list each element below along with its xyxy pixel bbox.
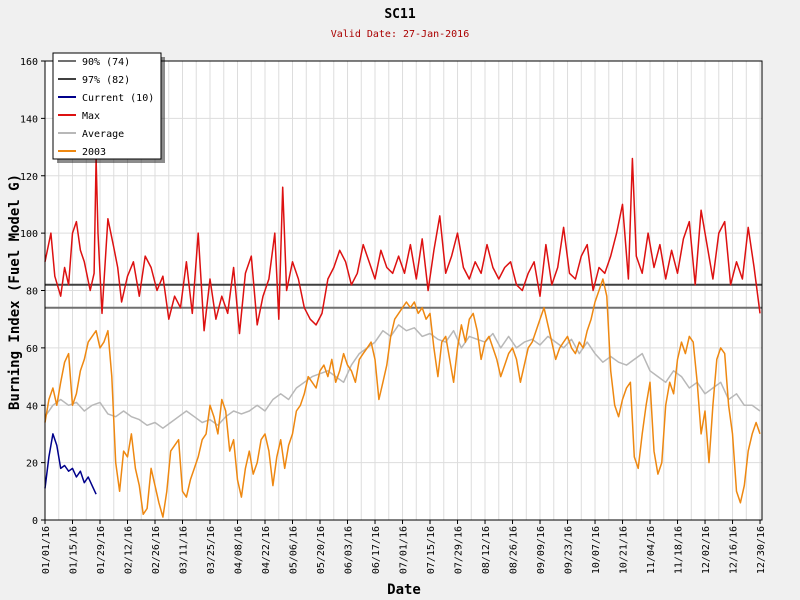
y-tick-label: 60 [26,344,38,355]
legend-items: 90% (74) 97% (82) Current (10) Max Average 20… [58,57,154,158]
chart-title: SC11 [384,7,415,22]
y-tick-label: 80 [26,287,38,298]
series-line-current-10- [44,433,97,495]
legend-label: 90% (74) [82,57,130,68]
y-tick-label: 100 [20,229,38,240]
legend-label: 2003 [82,147,106,158]
x-tick-label: 05/06/16 [289,526,300,574]
x-axis-label: Date [387,582,421,598]
legend-box [52,52,162,160]
legend-label: 97% (82) [82,75,130,86]
x-tick-label: 08/12/16 [481,526,492,574]
x-tick-label: 07/01/16 [399,526,410,574]
y-tick-label: 20 [26,459,38,470]
legend: 90% (74) 97% (82) Current (10) Max Average 20… [52,52,165,163]
x-tick-label: 04/08/16 [234,526,245,574]
x-tick-label: 08/26/16 [509,526,520,574]
x-tick-label: 04/22/16 [261,526,272,574]
x-tick-label: 05/20/16 [316,526,327,574]
x-tick-label: 09/23/16 [564,526,575,574]
x-tick-label: 03/25/16 [206,526,217,574]
x-tick-label: 06/17/16 [371,526,382,574]
legend-label: Average [82,129,124,140]
y-axis-ticks: 0 20 40 60 80 100 120 140 160 [20,57,45,527]
y-tick-label: 40 [26,401,38,412]
series-line-average [44,324,761,429]
legend-label: Max [82,111,100,122]
x-tick-label: 01/29/16 [96,526,107,574]
y-tick-label: 0 [32,516,38,527]
series-lines [44,157,761,518]
x-tick-label: 11/04/16 [646,526,657,574]
x-tick-label: 01/15/16 [69,526,80,574]
x-axis-ticks: 01/01/16 01/15/16 01/29/16 02/12/16 02/26/16… [41,520,767,574]
x-tick-label: 12/02/16 [701,526,712,574]
x-tick-label: 07/15/16 [426,526,437,574]
x-tick-label: 03/11/16 [179,526,190,574]
x-tick-label: 10/21/16 [619,526,630,574]
x-tick-label: 09/09/16 [536,526,547,574]
x-tick-label: 01/01/16 [41,526,52,574]
x-tick-label: 06/03/16 [344,526,355,574]
y-axis-label: Burning Index (Fuel Model G) [7,174,23,410]
x-tick-label: 12/30/16 [756,526,767,574]
y-tick-label: 120 [20,172,38,183]
y-tick-label: 140 [20,114,38,125]
legend-label: Current (10) [82,93,154,104]
y-tick-label: 160 [20,57,38,68]
x-tick-label: 11/18/16 [674,526,685,574]
x-tick-label: 02/26/16 [151,526,162,574]
series-line-max [44,157,761,335]
x-tick-label: 02/12/16 [124,526,135,574]
x-tick-label: 12/16/16 [729,526,740,574]
x-tick-label: 10/07/16 [591,526,602,574]
series-line-2003 [44,278,761,518]
x-tick-label: 07/29/16 [454,526,465,574]
chart-subtitle: Valid Date: 27-Jan-2016 [331,29,469,40]
